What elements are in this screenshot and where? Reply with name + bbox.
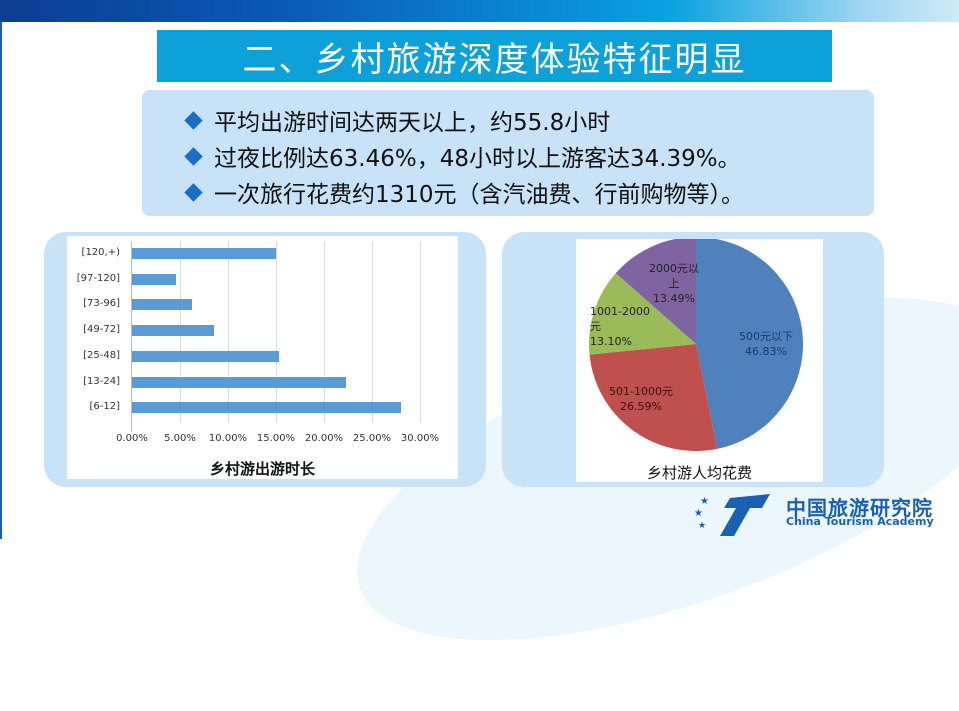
gridline — [372, 242, 373, 422]
pie-label-2000plus: 2000元以上 13.49% — [649, 262, 699, 305]
bar-chart-title: 乡村游出游时长 — [209, 460, 315, 478]
bullet-item: 一次旅行花费约1310元（含汽油费、行前购物等）。 — [184, 174, 874, 210]
gridline — [276, 242, 277, 422]
x-tick-label: 10.00% — [208, 433, 248, 444]
gridline — [324, 242, 325, 422]
bar — [132, 325, 214, 337]
bullet-list: 平均出游时间达两天以上，约55.8小时 过夜比例达63.46%，48小时以上游客… — [142, 90, 874, 216]
bar — [132, 248, 276, 259]
y-category-label: [73-96] — [83, 298, 120, 310]
y-category-label: [120,+) — [81, 247, 120, 258]
svg-text:★: ★ — [700, 496, 709, 507]
svg-text:★: ★ — [694, 508, 703, 519]
logo-t-icon: ★ ★ ★ — [694, 494, 770, 536]
diamond-bullet-icon — [184, 146, 203, 166]
svg-text:★: ★ — [698, 521, 706, 531]
bar — [132, 273, 177, 285]
x-tick-label: 30.00% — [400, 433, 440, 444]
bar — [132, 402, 401, 414]
logo-en-text: China Tourism Academy — [786, 515, 934, 528]
left-border — [0, 22, 2, 539]
pie-label-1001-2000: 1001-2000元 13.10% — [590, 305, 650, 348]
pie-chart: 2000元以上 13.49% 1001-2000元 13.10% 500元以下 46.… — [576, 239, 823, 482]
bar — [132, 350, 279, 362]
diamond-bullet-icon — [184, 182, 203, 202]
pie-slice — [589, 344, 718, 451]
pie-slice — [615, 239, 696, 344]
pie-slice — [589, 273, 696, 355]
y-category-label: [6-12] — [89, 401, 121, 413]
x-tick-label: 0.00% — [116, 433, 148, 444]
gridline — [420, 242, 421, 422]
x-tick-label: 20.00% — [304, 433, 344, 444]
y-category-label: [13-24] — [83, 375, 120, 387]
pie-chart-title: 乡村游人均花费 — [646, 464, 752, 482]
y-category-label: [49-72] — [83, 324, 120, 336]
pie-graphic — [589, 239, 803, 451]
bar — [132, 299, 192, 311]
y-axis — [131, 242, 132, 432]
diamond-bullet-icon — [184, 110, 203, 130]
bullet-item: 过夜比例达63.46%，48小时以上游客达34.39%。 — [184, 138, 874, 174]
pie-label-501-1000: 501-1000元 26.59% — [609, 385, 673, 413]
bar — [132, 376, 347, 388]
logo: ★ ★ ★ 中国旅游研究院 China Tourism Academy — [690, 486, 959, 539]
gridline — [228, 242, 229, 422]
x-tick-label: 15.00% — [256, 433, 296, 444]
top-banner — [0, 0, 959, 22]
slide-title: 二、乡村旅游深度体验特征明显 — [157, 30, 832, 82]
y-category-label: [25-48] — [83, 349, 120, 361]
bullet-item: 平均出游时间达两天以上，约55.8小时 — [184, 102, 874, 138]
pie-label-under500: 500元以下 46.83% — [739, 330, 793, 358]
pie-slice — [696, 239, 803, 449]
y-category-label: [97-120] — [76, 272, 120, 284]
bar-chart: 乡村游出游时长 0.00% 5.00% 10.00% 15.00% 20.00% 25.0… — [67, 236, 458, 479]
x-tick-label: 5.00% — [164, 433, 196, 444]
x-tick-label: 25.00% — [352, 433, 392, 444]
logo-cn-text: 中国旅游研究院 — [786, 496, 933, 520]
